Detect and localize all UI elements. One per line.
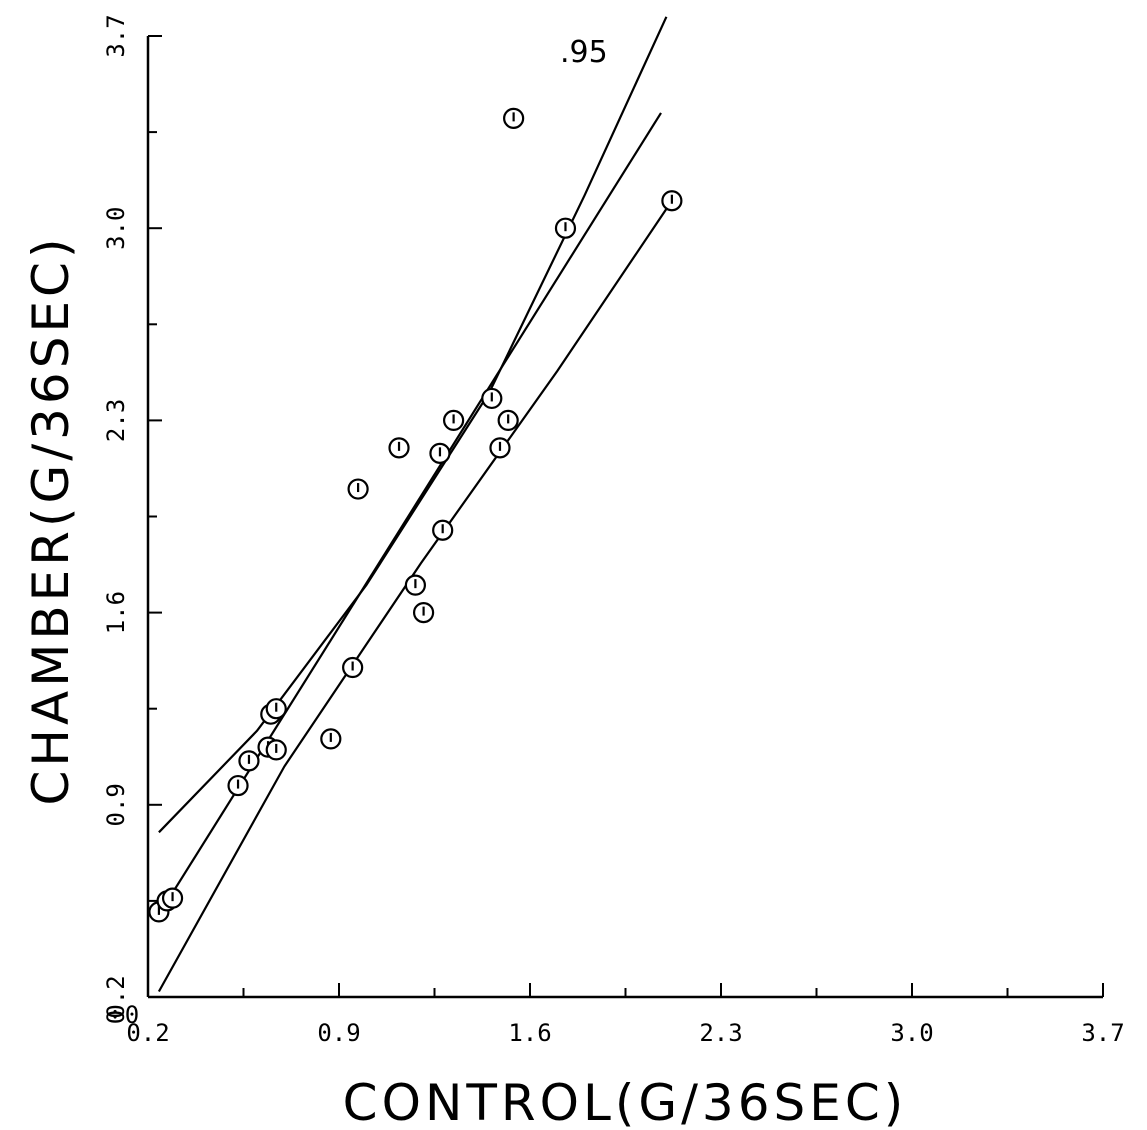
fit-lines (157, 16, 673, 993)
data-point (432, 519, 454, 541)
fit-line-lower (157, 200, 673, 993)
data-point (265, 698, 287, 720)
data-point (347, 478, 369, 500)
data-point (227, 774, 249, 797)
data-point (429, 442, 451, 464)
data-point (661, 190, 683, 212)
data-point (503, 107, 525, 129)
data-point (489, 437, 511, 459)
x-tick-label: 3.0 (890, 1019, 933, 1047)
data-point (320, 728, 342, 750)
fit-line-upper (158, 16, 668, 834)
y-axis-title: CHAMBER(G/36SEC) (22, 235, 80, 806)
axes: 0.2 0.9 1.6 2.3 3.0 3.7 0.2 0.9 1.6 2.3 3.0 3.7 00 (102, 14, 1125, 1047)
data-point (404, 574, 426, 596)
y-tick-label: 1.6 (102, 591, 130, 634)
x-axis-title: CONTROL(G/36SEC) (343, 1074, 908, 1130)
x-tick-label: 3.7 (1081, 1019, 1124, 1047)
x-origin-label: 0 (125, 1001, 139, 1029)
x-tick-label: 0.9 (317, 1019, 360, 1047)
data-point (265, 739, 287, 761)
data-point (481, 387, 503, 410)
data-point (238, 750, 260, 772)
data-point (443, 409, 465, 431)
data-point (388, 437, 410, 459)
x-tick-label: 2.3 (699, 1019, 742, 1047)
data-points (148, 107, 683, 923)
y-origin-label: 0 (102, 1010, 130, 1024)
y-tick-label: 0.2 (102, 975, 130, 1018)
y-tick-label: 0.9 (102, 783, 130, 826)
y-tick-label: 3.7 (102, 14, 130, 57)
data-point (342, 656, 364, 679)
x-tick-label: 0.2 (126, 1019, 169, 1047)
y-tick-label: 3.0 (102, 207, 130, 250)
x-tick-label: 1.6 (508, 1019, 551, 1047)
y-tick-label: 2.3 (102, 399, 130, 442)
data-point (497, 409, 519, 431)
confidence-annotation: .95 (560, 35, 608, 70)
data-point (412, 601, 435, 624)
data-point (554, 217, 577, 239)
data-point (161, 887, 184, 909)
